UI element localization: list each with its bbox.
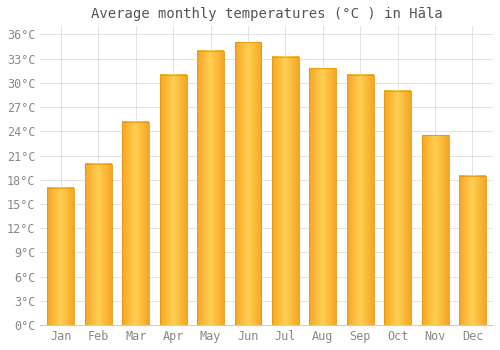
Bar — [422, 135, 448, 325]
Bar — [197, 50, 224, 325]
Bar — [272, 57, 299, 325]
Bar — [384, 91, 411, 325]
Bar — [122, 121, 149, 325]
Bar — [459, 176, 486, 325]
Bar — [85, 163, 112, 325]
Bar — [347, 75, 374, 325]
Title: Average monthly temperatures (°C ) in Hāla: Average monthly temperatures (°C ) in Hā… — [91, 7, 443, 21]
Bar — [234, 42, 262, 325]
Bar — [48, 188, 74, 325]
Bar — [310, 68, 336, 325]
Bar — [160, 75, 186, 325]
